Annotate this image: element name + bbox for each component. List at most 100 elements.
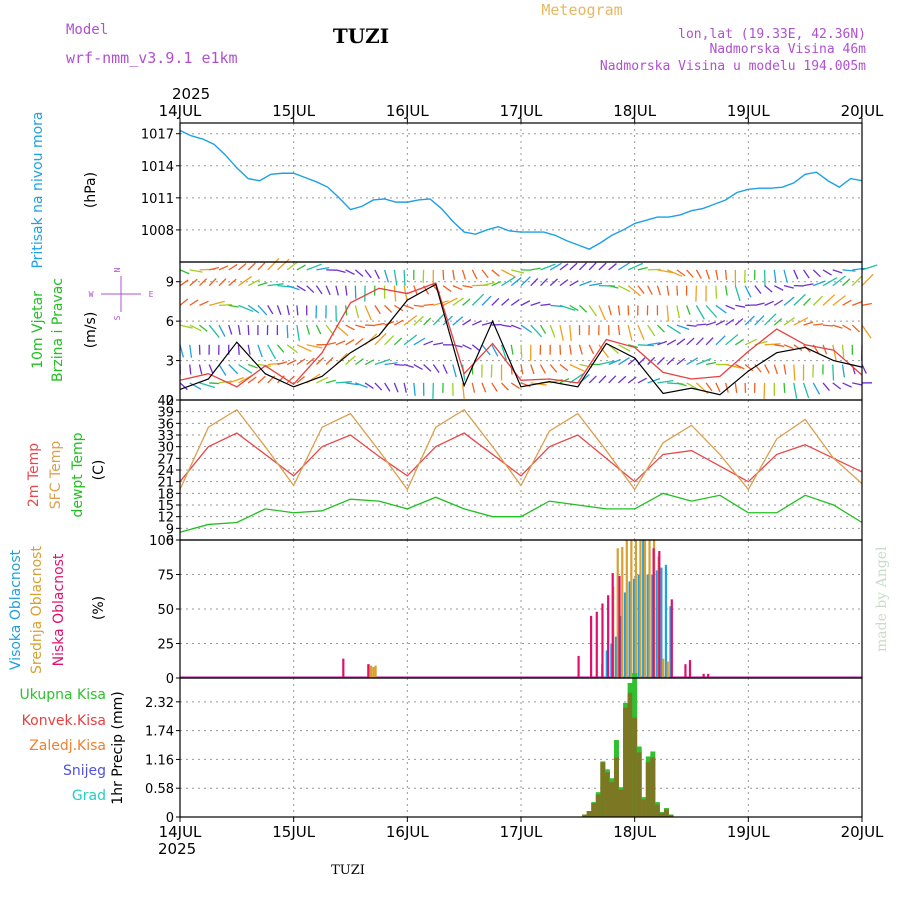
wind-arrow xyxy=(637,285,645,294)
cloud-low-bar xyxy=(670,599,673,678)
wind-arrow xyxy=(257,304,268,316)
wind-arrow xyxy=(803,297,811,306)
wind-arrow xyxy=(364,382,374,390)
wind-arrow xyxy=(286,359,297,366)
wind-arrow xyxy=(705,269,711,280)
wind-arrow xyxy=(393,382,399,393)
model-name: wrf-nmm_v3.9.1 e1km xyxy=(66,49,238,67)
wind-arrow xyxy=(179,298,189,306)
wind-arrow xyxy=(491,280,502,287)
wind-arrow xyxy=(520,276,531,287)
wind-arrow xyxy=(296,375,305,384)
wind-arrow xyxy=(861,273,874,287)
y-tick-label: 18 xyxy=(157,487,174,502)
precip-conv-bar xyxy=(609,782,615,817)
wind-arrow xyxy=(247,325,250,336)
wind-arrow xyxy=(666,339,677,346)
wind-arrow xyxy=(228,263,238,271)
wind-arrow xyxy=(238,275,252,287)
wind-arrow xyxy=(481,321,492,326)
wind-arrow xyxy=(189,299,199,306)
precip-legend-item: Konvek.Kisa xyxy=(22,713,106,729)
panel-frame xyxy=(179,677,863,818)
wind-arrow xyxy=(501,298,510,306)
wind-arrow xyxy=(237,344,240,355)
precip-conv-bar xyxy=(663,809,669,817)
wind-arrow xyxy=(374,305,381,315)
wind-arrow xyxy=(569,280,579,287)
wind-arrow xyxy=(715,269,719,280)
wind-arrow xyxy=(647,356,656,365)
wind-arrow xyxy=(306,324,311,335)
wind-arrow xyxy=(579,280,592,287)
wind-arrow xyxy=(734,338,745,346)
wind-arrow xyxy=(413,337,426,346)
wind-arrow xyxy=(452,269,456,280)
wind-arrow xyxy=(598,305,606,321)
wind-arrow xyxy=(520,344,523,358)
wind-arrow xyxy=(306,263,322,271)
wind-arrow xyxy=(841,344,845,358)
y-tick-label: 33 xyxy=(157,429,174,444)
wind-arrow xyxy=(286,305,290,316)
wind-arrow xyxy=(306,344,323,349)
wind-arrow xyxy=(403,314,418,326)
wind-arrow xyxy=(608,263,617,271)
precip-conv-bar xyxy=(586,811,592,817)
pressure-title: Pritisak na nivou mora xyxy=(30,111,46,268)
wind-arrow xyxy=(861,264,878,271)
y-tick-label: 75 xyxy=(157,569,174,584)
wind-arrow xyxy=(413,382,416,396)
wind-arrow xyxy=(257,262,266,271)
pressure-panel: Pritisak na nivou mora (hPa) xyxy=(30,111,99,268)
wind-arrow xyxy=(189,269,203,273)
wind-arrow xyxy=(209,382,220,385)
wind-arrow xyxy=(530,278,539,287)
precip-conv-bar xyxy=(623,707,629,817)
wind-arrow xyxy=(354,269,364,277)
wind-arrow xyxy=(442,285,452,293)
wind-arrow xyxy=(209,266,220,271)
wind-arrow xyxy=(832,269,843,274)
wind-arrow xyxy=(471,382,476,393)
cloud-mid-bar xyxy=(634,540,638,678)
dewpoint-title: dewpt Temp xyxy=(70,432,86,517)
wind-arrow xyxy=(218,364,227,376)
wind-arrow xyxy=(316,376,329,384)
wind-arrow xyxy=(432,364,440,374)
wind-arrow xyxy=(705,361,717,366)
wind-arrow xyxy=(588,375,597,384)
cloud-high-bar xyxy=(605,650,608,678)
wind-arrow xyxy=(861,324,872,339)
wind-arrow xyxy=(461,382,465,399)
wind-arrow xyxy=(199,278,208,287)
wind-arrow xyxy=(832,324,843,329)
x-tick-label-top: 16JUL xyxy=(386,102,429,120)
cloud-high-bar xyxy=(655,570,658,678)
cloud-high-bar xyxy=(614,636,618,678)
wind-arrow xyxy=(842,382,852,388)
wind-arrow xyxy=(852,382,863,386)
wind-arrow xyxy=(589,282,603,287)
y-tick-label: 6 xyxy=(166,315,174,330)
wind-arrow xyxy=(267,258,280,271)
wind-arrow xyxy=(783,316,796,326)
wind-arrow xyxy=(306,357,315,366)
wind-arrow xyxy=(530,267,541,271)
cloud-ylabel: (%) xyxy=(91,596,107,620)
cloud-panel: Visoka Oblacnost Srednja Oblacnost Niska… xyxy=(8,546,107,674)
pressure-series-line xyxy=(179,129,863,250)
cloud-mid-bar xyxy=(616,548,619,678)
wind-arrow xyxy=(267,344,277,360)
wind-arrow xyxy=(276,258,290,271)
wind-arrow xyxy=(686,337,695,346)
cloud-high-bar xyxy=(610,643,613,678)
wind-arrow xyxy=(559,324,564,341)
wind-arrow xyxy=(335,340,346,346)
wind-arrow xyxy=(209,300,225,307)
x-tick-label-top: 18JUL xyxy=(613,102,656,120)
wind-arrow xyxy=(296,344,312,352)
wind-arrow xyxy=(511,269,525,274)
wind-arrow xyxy=(218,278,227,287)
svg-text:E: E xyxy=(149,290,154,299)
